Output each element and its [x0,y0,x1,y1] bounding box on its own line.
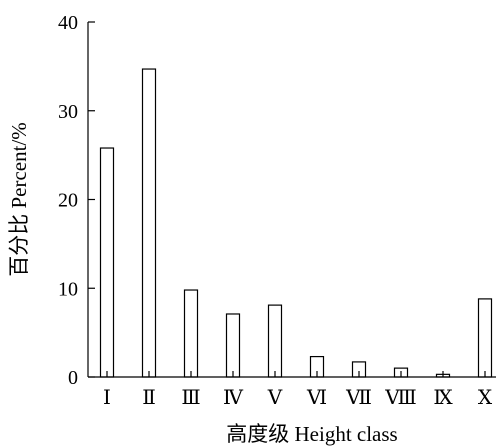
bar [225,313,241,378]
x-tick-label: Ⅴ [267,387,283,409]
bars-group [99,68,493,378]
x-tick-label: Ⅵ [306,387,327,409]
x-tick-label: Ⅰ [103,387,111,409]
bar [99,147,115,378]
x-tick-label: Ⅶ [345,387,372,409]
x-axis-label: 高度级 Height class [226,422,397,446]
x-tick-label: Ⅸ [433,387,453,409]
labels-group: 高度级 Height class 百分比 Percent/% [7,122,398,446]
y-tick-label: 40 [58,12,78,34]
y-tick-label: 10 [58,278,78,300]
y-tick-label: 20 [58,190,78,212]
bar [477,298,493,378]
bar [141,68,157,378]
y-axis-label: 百分比 Percent/% [7,122,31,277]
y-tick-label: 0 [68,367,78,389]
x-tick-label: Ⅱ [142,387,156,409]
x-tick-label: Ⅹ [478,387,493,409]
bar [183,289,199,378]
axes-group: 0 10 20 30 40 Ⅰ Ⅱ Ⅲ Ⅳ Ⅴ Ⅵ Ⅶ Ⅷ Ⅸ Ⅹ [58,12,496,409]
bar [267,304,283,378]
x-tick-label: Ⅲ [181,387,200,409]
y-tick-label: 30 [58,101,78,123]
x-tick-label: Ⅳ [223,387,244,409]
x-tick-label: Ⅷ [384,387,417,409]
